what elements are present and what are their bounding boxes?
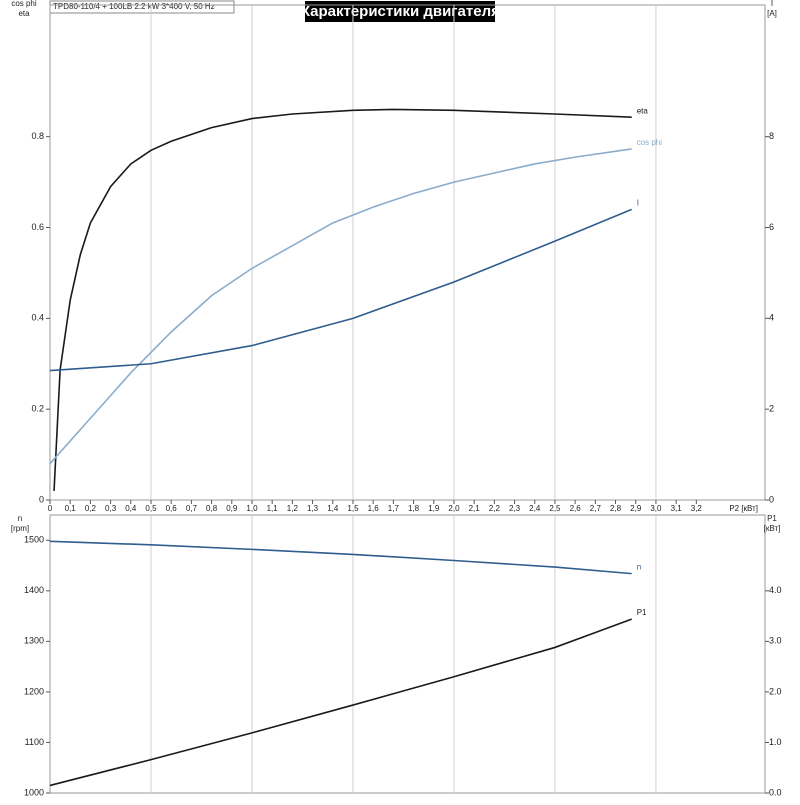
x-tick-label: 2,3: [509, 504, 521, 513]
y2-tick-label: 2: [769, 404, 774, 414]
y-tick-label: 1400: [24, 585, 44, 595]
y-tick-label: 1200: [24, 686, 44, 696]
y2-tick-label: 8: [769, 131, 774, 141]
x-tick-label: 0,8: [206, 504, 218, 513]
series-line: [49, 148, 632, 465]
chart-title: Характеристики двигателя: [300, 3, 500, 20]
x-tick-label: 1,1: [267, 504, 279, 513]
y2-tick-label: 0.0: [769, 787, 782, 797]
x-tick-label: 1,7: [388, 504, 400, 513]
x-tick-label: 0,6: [166, 504, 178, 513]
plot-area: [49, 514, 766, 794]
x-tick-label: 0: [48, 504, 53, 513]
plot-area: [49, 4, 766, 501]
x-tick-label: 0,2: [85, 504, 97, 513]
x-tick-label: 2,6: [570, 504, 582, 513]
x-tick-label: 0,7: [186, 504, 198, 513]
x-tick-label: 0,4: [125, 504, 137, 513]
y-tick-label: 0.2: [31, 404, 44, 414]
y-tick-label: 1100: [25, 737, 44, 747]
y-tick-label: 0: [39, 494, 44, 504]
y-tick-label: 1000: [24, 787, 44, 797]
x-tick-label: 2,7: [590, 504, 602, 513]
y2-tick-label: 1.0: [769, 737, 782, 747]
series-label: P1: [637, 608, 647, 617]
series-label: I: [637, 198, 639, 207]
series-label: cos phi: [637, 138, 663, 147]
y-tick-label: 1500: [24, 535, 44, 545]
x-axis-label: P2 [кВт]: [729, 504, 758, 513]
y2-axis-label: [A]: [767, 9, 777, 18]
x-tick-label: 2,1: [469, 504, 481, 513]
y-axis-label: eta: [18, 9, 30, 18]
x-tick-label: 1,8: [408, 504, 420, 513]
y-axis-label: n: [18, 514, 22, 523]
x-tick-label: 0,1: [65, 504, 77, 513]
y2-tick-label: 3.0: [769, 636, 782, 646]
x-tick-label: 2,5: [549, 504, 561, 513]
x-tick-label: 1,9: [428, 504, 440, 513]
series-label: n: [637, 563, 641, 572]
x-tick-label: 0,9: [226, 504, 238, 513]
series-label: eta: [637, 106, 649, 115]
x-tick-label: 1,5: [347, 504, 359, 513]
series-line: [49, 208, 633, 372]
y-tick-label: 0.6: [31, 222, 44, 232]
x-tick-label: 1,3: [307, 504, 319, 513]
x-tick-label: 2,9: [630, 504, 642, 513]
x-tick-label: 2,0: [448, 504, 460, 513]
x-tick-label: 3,0: [650, 504, 662, 513]
series-line: [49, 618, 632, 787]
x-tick-label: 3,1: [671, 504, 683, 513]
x-tick-label: 3,2: [691, 504, 703, 513]
x-tick-label: 0,3: [105, 504, 117, 513]
y2-tick-label: 2.0: [769, 686, 782, 696]
x-tick-label: 1,4: [327, 504, 339, 513]
series-line: [49, 540, 632, 575]
y2-tick-label: 4.0: [769, 585, 782, 595]
y-axis-label: cos phi: [11, 0, 37, 8]
y2-tick-label: 0: [769, 494, 774, 504]
x-tick-label: 1,6: [368, 504, 380, 513]
y-tick-label: 1300: [24, 636, 44, 646]
model-label: TPD80-110/4 + 100LB 2.2 kW 3*400 V, 50 H…: [53, 2, 215, 11]
y2-axis-label: [кВт]: [764, 524, 781, 533]
x-tick-label: 2,4: [529, 504, 541, 513]
x-tick-label: 1,2: [287, 504, 299, 513]
x-tick-label: 1,0: [246, 504, 258, 513]
x-tick-label: 0,5: [145, 504, 157, 513]
y-axis-label: [rpm]: [11, 524, 29, 533]
y2-axis-label: I: [771, 0, 773, 8]
y2-axis-label: P1: [767, 514, 777, 523]
y-tick-label: 0.4: [31, 313, 44, 323]
x-tick-label: 2,8: [610, 504, 622, 513]
y2-tick-label: 4: [769, 313, 774, 323]
x-tick-label: 2,2: [489, 504, 501, 513]
series-line: [53, 108, 632, 491]
y-tick-label: 0.8: [31, 131, 44, 141]
y2-tick-label: 6: [769, 222, 774, 232]
